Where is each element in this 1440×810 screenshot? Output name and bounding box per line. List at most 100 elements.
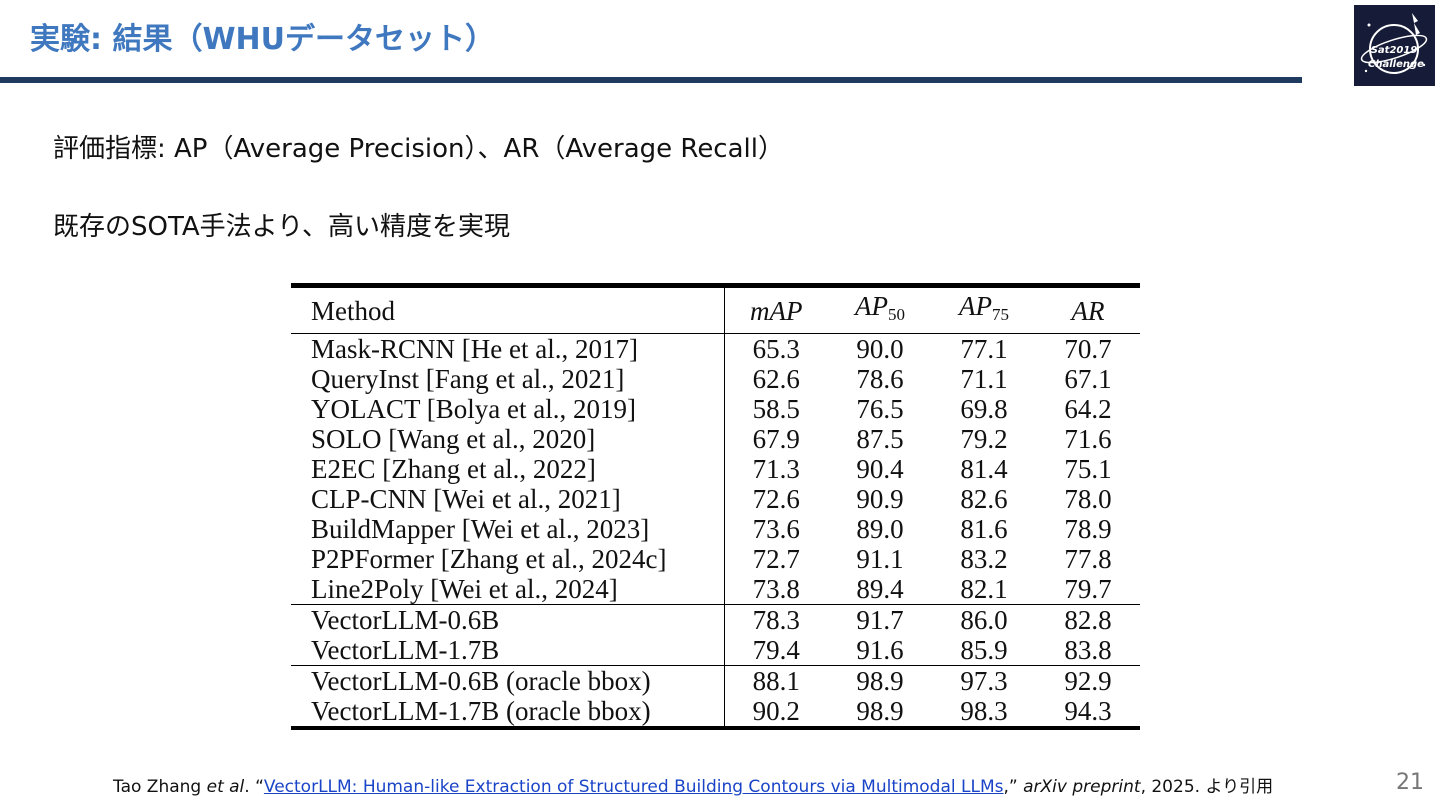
page-number: 21	[1396, 770, 1424, 795]
cell-ap50: 90.9	[856, 484, 904, 514]
cell-ap75: 79.2	[960, 424, 1008, 454]
table-row: P2PFormer [Zhang et al., 2024c] 72.7 91.1 8…	[291, 544, 1140, 574]
table-row: YOLACT [Bolya et al., 2019] 58.5 76.5 69.8 6…	[291, 394, 1140, 424]
cell-map: 67.9	[752, 424, 800, 454]
cell-ap50: 90.0	[856, 334, 904, 364]
cell-ar: 78.0	[1064, 484, 1112, 514]
cell-ar: 71.6	[1064, 424, 1112, 454]
header-method: Method	[291, 285, 725, 334]
citation: Tao Zhang et al. “VectorLLM: Human-like …	[113, 772, 1273, 797]
cell-map: 71.3	[752, 454, 800, 484]
cell-ap50: 98.9	[828, 696, 932, 730]
cell-map: 78.3	[752, 605, 800, 635]
cell-ap50: 89.4	[828, 574, 932, 605]
cell-method: Mask-RCNN [He et al., 2017]	[291, 333, 725, 364]
baseline-methods: Mask-RCNN [He et al., 2017] 65.3 90.0 77.1 7…	[291, 333, 1140, 605]
vectorllm-methods: VectorLLM-0.6B 78.3 91.7 86.0 82.8 VectorLLM-…	[291, 604, 1140, 666]
cell-ar: 79.7	[1036, 574, 1140, 605]
metric-description: 評価指標: AP（Average Precision）、AR（Average R…	[53, 134, 784, 164]
cell-method: VectorLLM-1.7B (oracle bbox)	[291, 696, 725, 730]
sota-claim: 既存のSOTA手法より、高い精度を実現	[53, 212, 511, 242]
cell-ar: 70.7	[1064, 334, 1112, 364]
cell-ap75: 77.1	[960, 334, 1008, 364]
cell-ap75: 82.1	[932, 574, 1036, 605]
header-map-label: mAP	[750, 295, 803, 326]
cell-ar: 67.1	[1064, 364, 1112, 394]
cell-method: VectorLLM-0.6B (oracle bbox)	[291, 665, 725, 696]
citation-tail: , 2025. より引用	[1140, 777, 1274, 797]
header-ar-label: AR	[1071, 295, 1105, 326]
citation-sep2: ,”	[1003, 777, 1024, 797]
cell-method: P2PFormer [Zhang et al., 2024c]	[291, 544, 725, 574]
paper-link[interactable]: VectorLLM: Human-like Extraction of Stru…	[263, 777, 1004, 797]
cell-method: YOLACT [Bolya et al., 2019]	[291, 394, 725, 424]
cell-ap50: 91.1	[856, 544, 904, 574]
cell-ar: 94.3	[1036, 696, 1140, 730]
header-ap50-sub: 50	[888, 305, 905, 324]
svg-text:Sat2019: Sat2019	[1371, 45, 1418, 56]
results-table: Method mAP AP50 AP75 AR Mask-RCNN [He et…	[291, 283, 1140, 730]
header-ap75: AP75	[932, 286, 1036, 334]
cell-ap50: 76.5	[856, 394, 904, 424]
cell-ap75: 82.6	[960, 484, 1008, 514]
cell-ap50: 89.0	[856, 514, 904, 544]
cell-ap75: 69.8	[960, 394, 1008, 424]
citation-venue: arXiv preprint	[1023, 777, 1141, 797]
cell-map: 62.6	[752, 364, 800, 394]
table-row: E2EC [Zhang et al., 2022] 71.3 90.4 81.4 75.…	[291, 454, 1140, 484]
cell-ap50: 90.4	[856, 454, 904, 484]
cell-ap75: 81.4	[960, 454, 1008, 484]
cell-method: BuildMapper [Wei et al., 2023]	[291, 514, 725, 544]
title-underline	[0, 77, 1302, 83]
cell-map: 72.7	[752, 544, 800, 574]
cell-ar: 78.9	[1064, 514, 1112, 544]
cell-map: 65.3	[752, 334, 800, 364]
cell-method: SOLO [Wang et al., 2020]	[291, 424, 725, 454]
cell-method: E2EC [Zhang et al., 2022]	[291, 454, 725, 484]
cell-ar: 64.2	[1064, 394, 1112, 424]
cell-map: 58.5	[752, 394, 800, 424]
cell-ar: 83.8	[1036, 635, 1140, 666]
cell-ap75: 71.1	[960, 364, 1008, 394]
cell-map: 73.6	[752, 514, 800, 544]
vectorllm-oracle-methods: VectorLLM-0.6B (oracle bbox) 88.1 98.9 97.3…	[291, 665, 1140, 730]
cell-ap50: 91.6	[828, 635, 932, 666]
cell-map: 90.2	[724, 696, 828, 730]
cell-ap50: 78.6	[856, 364, 904, 394]
cell-ap50: 87.5	[856, 424, 904, 454]
table-row: Mask-RCNN [He et al., 2017] 65.3 90.0 77.1 7…	[291, 333, 1140, 364]
cell-ap75: 86.0	[960, 605, 1008, 635]
cell-map: 72.6	[752, 484, 800, 514]
cell-map: 79.4	[724, 635, 828, 666]
table-row: CLP-CNN [Wei et al., 2021] 72.6 90.9 82.6 78…	[291, 484, 1140, 514]
table-row: VectorLLM-0.6B (oracle bbox) 88.1 98.9 97.3…	[291, 665, 1140, 696]
table-row: VectorLLM-1.7B 79.4 91.6 85.9 83.8	[291, 635, 1140, 666]
cell-method: VectorLLM-0.6B	[291, 604, 725, 635]
header-ar: AR	[1036, 286, 1140, 334]
header-ap50: AP50	[828, 286, 932, 334]
cell-ar: 82.8	[1064, 605, 1112, 635]
header-map: mAP	[724, 286, 828, 334]
table-row: VectorLLM-0.6B 78.3 91.7 86.0 82.8	[291, 604, 1140, 635]
cell-map: 73.8	[724, 574, 828, 605]
challenge-logo: Sat2019 Challenge	[1354, 5, 1435, 86]
cell-ar: 77.8	[1064, 544, 1112, 574]
slide-title: 実験: 結果（WHUデータセット）	[30, 22, 495, 57]
cell-method: QueryInst [Fang et al., 2021]	[291, 364, 725, 394]
citation-etal: et al	[206, 777, 245, 797]
citation-sep1: . “	[244, 777, 264, 797]
cell-ap75: 83.2	[960, 544, 1008, 574]
header-ap75-label: AP	[959, 291, 992, 321]
table-row: BuildMapper [Wei et al., 2023] 73.6 89.0 81…	[291, 514, 1140, 544]
cell-ar: 75.1	[1064, 454, 1112, 484]
cell-ar: 92.9	[1064, 666, 1112, 696]
table-header-row: Method mAP AP50 AP75 AR	[291, 285, 1140, 334]
header-ap50-label: AP	[855, 291, 888, 321]
cell-ap50: 98.9	[856, 666, 904, 696]
cell-map: 88.1	[752, 666, 800, 696]
cell-method: CLP-CNN [Wei et al., 2021]	[291, 484, 725, 514]
table-row: Line2Poly [Wei et al., 2024] 73.8 89.4 82.1…	[291, 574, 1140, 605]
cell-ap75: 98.3	[932, 696, 1036, 730]
table-row: SOLO [Wang et al., 2020] 67.9 87.5 79.2 71.6	[291, 424, 1140, 454]
table-row: VectorLLM-1.7B (oracle bbox) 90.2 98.9 98.3…	[291, 696, 1140, 730]
